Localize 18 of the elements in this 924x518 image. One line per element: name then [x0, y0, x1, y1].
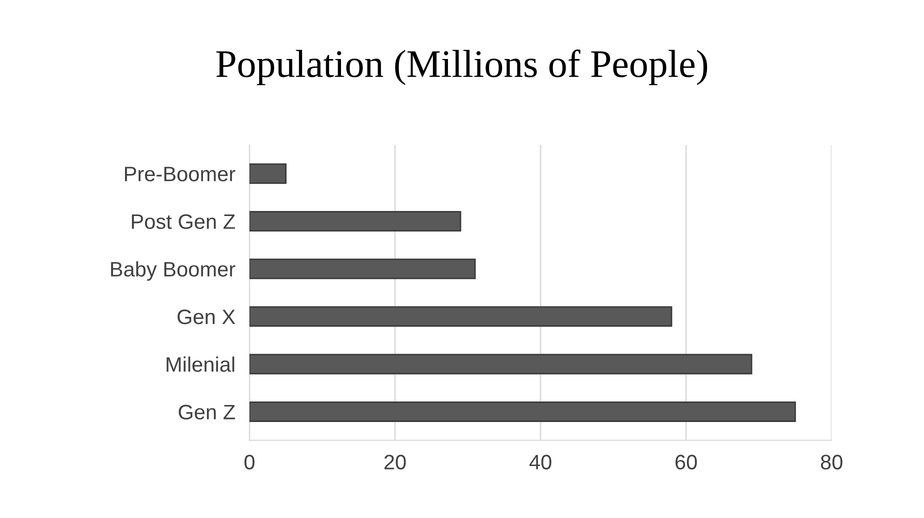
- bar: [249, 163, 287, 184]
- bar: [249, 402, 796, 422]
- y-tick-label: Pre-Boomer: [125, 166, 236, 182]
- bar: [249, 306, 672, 327]
- x-tick-label: 60: [676, 454, 697, 470]
- x-tick-label: 0: [244, 454, 254, 470]
- x-tick-label: 80: [820, 454, 842, 470]
- y-tick-label: Gen X: [178, 309, 236, 324]
- y-tick-label: Gen Z: [178, 404, 235, 420]
- chart-title: Population (Millions of People): [216, 50, 708, 86]
- x-tick-label: 20: [384, 454, 406, 470]
- y-tick-label: Post Gen Z: [132, 214, 235, 229]
- bar: [249, 258, 476, 280]
- bar: [249, 354, 752, 374]
- x-tick-label: 40: [529, 454, 552, 470]
- y-tick-label: Milenial: [166, 356, 234, 372]
- y-tick-label: Baby Boomer: [111, 261, 236, 281]
- bar: [249, 211, 462, 232]
